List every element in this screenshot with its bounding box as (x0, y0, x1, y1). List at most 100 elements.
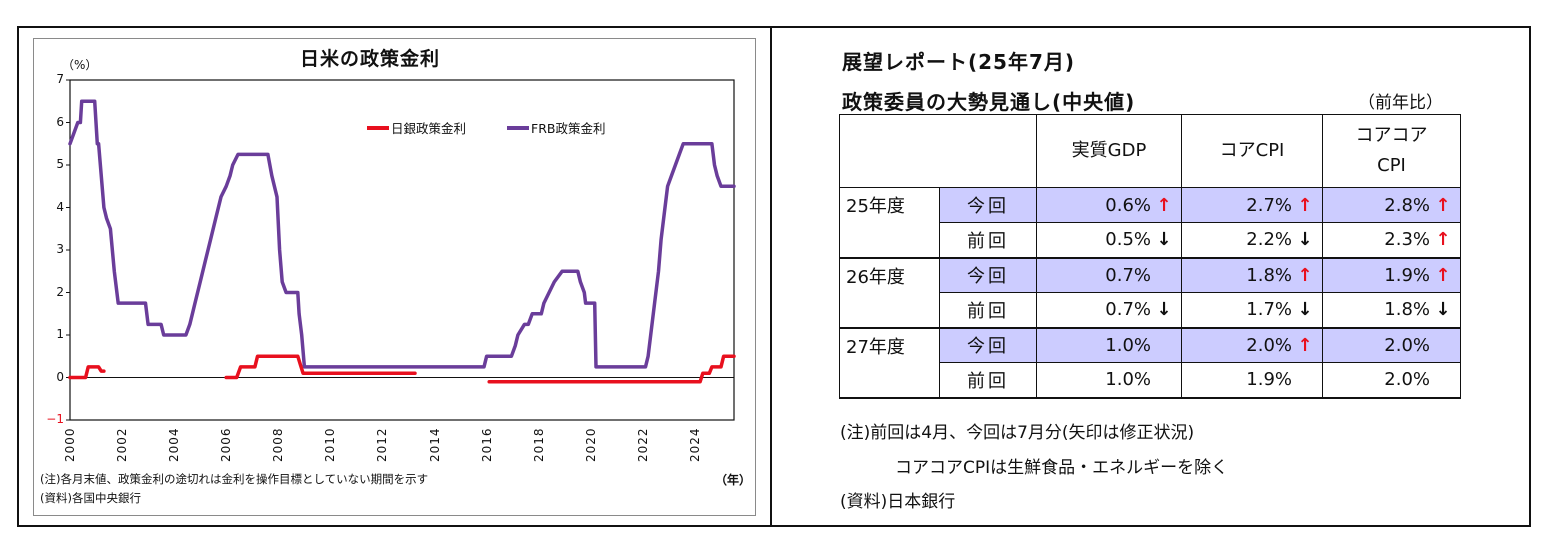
axes (66, 79, 735, 421)
value-cell: 2.0% (1322, 362, 1461, 399)
value-text: 1.8% (1246, 264, 1292, 286)
arrow-up-icon: ↑ (1435, 194, 1451, 216)
series-line (68, 365, 106, 380)
y-tick-label: −1 (46, 412, 64, 426)
table-note-2: コアコアCPIは生鮮食品・エネルギーを除く (895, 458, 1229, 478)
value-text: 1.9% (1246, 369, 1292, 391)
x-tick-label: 2016 (479, 427, 494, 462)
table-title: 展望レポート(25年7月) (842, 50, 1076, 74)
value-cell: 0.5% ↓ (1036, 222, 1182, 259)
fiscal-year-label: 26年度 (839, 257, 940, 329)
value-cell: 0.7% ↓ (1036, 292, 1182, 329)
value-cell: 2.2% ↓ (1181, 222, 1323, 259)
y-tick-label: 6 (56, 114, 64, 129)
value-cell: 0.7% (1036, 257, 1182, 293)
y-tick-label: 0 (56, 369, 64, 384)
column-header: 実質GDP (1036, 114, 1182, 188)
revision-label: 今回 (939, 257, 1037, 293)
table-subtitle: 政策委員の大勢見通し(中央値) (842, 90, 1136, 114)
chart-frame (33, 38, 756, 516)
table-row: 前回 0.7% ↓ 1.7% ↓ 1.8% ↓ (840, 292, 1461, 329)
table-row: 26年度 今回 0.7% 1.8% ↑ 1.9% ↑ (839, 257, 1461, 329)
series-line (487, 354, 736, 384)
column-header: コアコア CPI (1322, 114, 1461, 188)
table-row: 前回 1.0% 1.9% 2.0% (840, 362, 1461, 399)
table-row: 27年度 今回 1.0% 2.0% ↑ 2.0% (839, 327, 1461, 399)
arrow-down-icon: ↓ (1297, 299, 1313, 321)
arrow-up-icon: ↑ (1297, 264, 1313, 286)
y-tick-label: 7 (56, 72, 64, 86)
value-cell: 1.9% (1181, 362, 1323, 399)
legend-label: FRB政策金利 (531, 121, 606, 136)
legend-label: 日銀政策金利 (391, 121, 467, 136)
x-tick-label: 2006 (219, 427, 234, 462)
arrow-up-icon: ↑ (1297, 194, 1313, 216)
value-cell: 1.9% ↑ (1322, 257, 1461, 293)
panel-divider (770, 26, 772, 525)
revision-label: 前回 (939, 292, 1037, 329)
fiscal-year-label: 27年度 (839, 327, 940, 399)
table-row: 25年度 今回 0.6% ↑ 2.7% ↑ 2.8% ↑ (839, 187, 1461, 259)
revision-label: 前回 (939, 362, 1037, 399)
x-tick-label: 2018 (531, 427, 546, 462)
legend-swatch-red-icon (367, 125, 389, 130)
x-axis-unit: （年） (715, 473, 752, 487)
chart-title: 日米の政策金利 (300, 48, 441, 70)
value-text: 2.0% (1384, 369, 1430, 391)
arrow-up-icon: ↑ (1435, 229, 1451, 251)
table-header-row: 実質GDP コアCPI コアコア CPI (839, 114, 1461, 188)
yoy-label: （前年比） (1358, 93, 1443, 113)
value-cell: 1.8% ↑ (1181, 257, 1323, 293)
arrow-down-icon: ↓ (1435, 299, 1451, 321)
value-text: 1.0% (1105, 369, 1151, 391)
value-text: 1.9% (1384, 264, 1430, 286)
value-cell: 1.0% (1036, 327, 1182, 363)
x-tick-label: 2022 (635, 427, 650, 462)
y-tick-label: 2 (56, 284, 64, 299)
value-text: 2.2% (1246, 229, 1292, 251)
value-cell: 1.7% ↓ (1181, 292, 1323, 329)
y-tick-label: 3 (56, 242, 64, 256)
x-tick-label: 2014 (427, 427, 442, 462)
value-text: 2.0% (1246, 334, 1292, 356)
value-text: 2.3% (1384, 229, 1430, 251)
outlook-table: 実質GDP コアCPI コアコア CPI 25年度 今回 0.6% ↑ 2.7% ↑ 2.8% ↑ 前回… (839, 114, 1461, 399)
arrow-up-icon: ↑ (1297, 334, 1313, 356)
x-tick-label: 2004 (167, 427, 182, 462)
value-text: 2.8% (1384, 194, 1430, 216)
revision-label: 今回 (939, 327, 1037, 363)
y-axis-unit: （%） (62, 58, 98, 72)
chart-source: (資料)各国中央銀行 (40, 491, 141, 505)
x-tick-label: 2012 (375, 427, 390, 462)
x-tick-label: 2020 (583, 427, 598, 462)
revision-label: 今回 (939, 187, 1037, 223)
series-line (224, 354, 417, 380)
value-cell: 2.0% (1322, 327, 1461, 363)
table-note: (注)前回は4月、今回は7月分(矢印は修正状況) (840, 423, 1195, 443)
x-tick-label: 2008 (271, 427, 286, 462)
value-text: 2.0% (1384, 334, 1430, 356)
arrow-up-icon: ↑ (1156, 194, 1172, 216)
arrow-up-icon: ↑ (1435, 264, 1451, 286)
x-tick-label: 2002 (115, 427, 130, 462)
value-cell: 2.7% ↑ (1181, 187, 1323, 223)
y-tick-label: 1 (56, 327, 64, 341)
revision-label: 前回 (939, 222, 1037, 259)
value-text: 0.6% (1105, 194, 1151, 216)
value-text: 0.7% (1105, 264, 1151, 286)
value-text: 1.0% (1105, 334, 1151, 356)
header-blank (839, 114, 1037, 188)
y-tick-label: 5 (56, 157, 64, 171)
value-cell: 2.0% ↑ (1181, 327, 1323, 363)
y-tick-label: 4 (56, 199, 64, 214)
chart-note: (注)各月末値、政策金利の途切れは金利を操作目標としていない期間を示す (40, 472, 429, 486)
value-text: 1.7% (1246, 299, 1292, 321)
value-cell: 0.6% ↑ (1036, 187, 1182, 223)
value-cell: 1.0% (1036, 362, 1182, 399)
table-row: 前回 0.5% ↓ 2.2% ↓ 2.3% ↑ (840, 222, 1461, 259)
column-header: コアCPI (1181, 114, 1323, 188)
arrow-down-icon: ↓ (1156, 299, 1172, 321)
fiscal-year-label: 25年度 (839, 187, 940, 259)
arrow-down-icon: ↓ (1297, 229, 1313, 251)
